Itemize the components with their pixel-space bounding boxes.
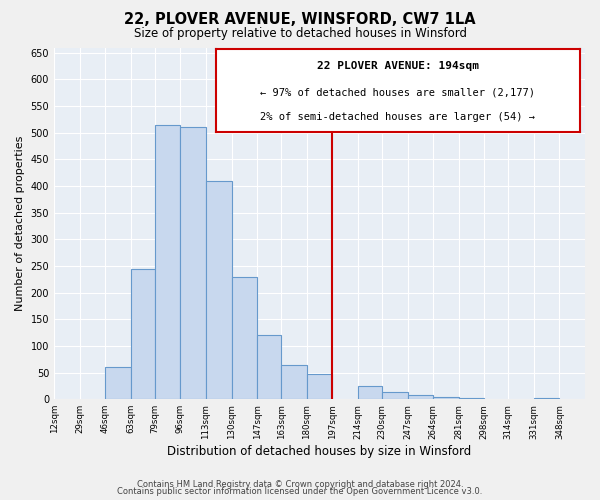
Bar [458, 398, 484, 399]
Bar [382, 392, 407, 399]
Bar [433, 396, 458, 399]
Text: Contains HM Land Registry data © Crown copyright and database right 2024.: Contains HM Land Registry data © Crown c… [137, 480, 463, 489]
Bar [358, 386, 382, 399]
Bar [307, 374, 332, 399]
Bar [257, 336, 281, 399]
Bar [105, 367, 131, 399]
Bar [155, 125, 181, 399]
Text: Contains public sector information licensed under the Open Government Licence v3: Contains public sector information licen… [118, 488, 482, 496]
Bar [131, 268, 155, 399]
Bar [534, 398, 559, 399]
Text: 22, PLOVER AVENUE, WINSFORD, CW7 1LA: 22, PLOVER AVENUE, WINSFORD, CW7 1LA [124, 12, 476, 28]
Text: Size of property relative to detached houses in Winsford: Size of property relative to detached ho… [133, 28, 467, 40]
X-axis label: Distribution of detached houses by size in Winsford: Distribution of detached houses by size … [167, 444, 472, 458]
Bar [181, 128, 206, 399]
Y-axis label: Number of detached properties: Number of detached properties [15, 136, 25, 311]
Bar [281, 364, 307, 399]
Bar [407, 395, 433, 399]
Bar [206, 180, 232, 399]
Bar [232, 276, 257, 399]
